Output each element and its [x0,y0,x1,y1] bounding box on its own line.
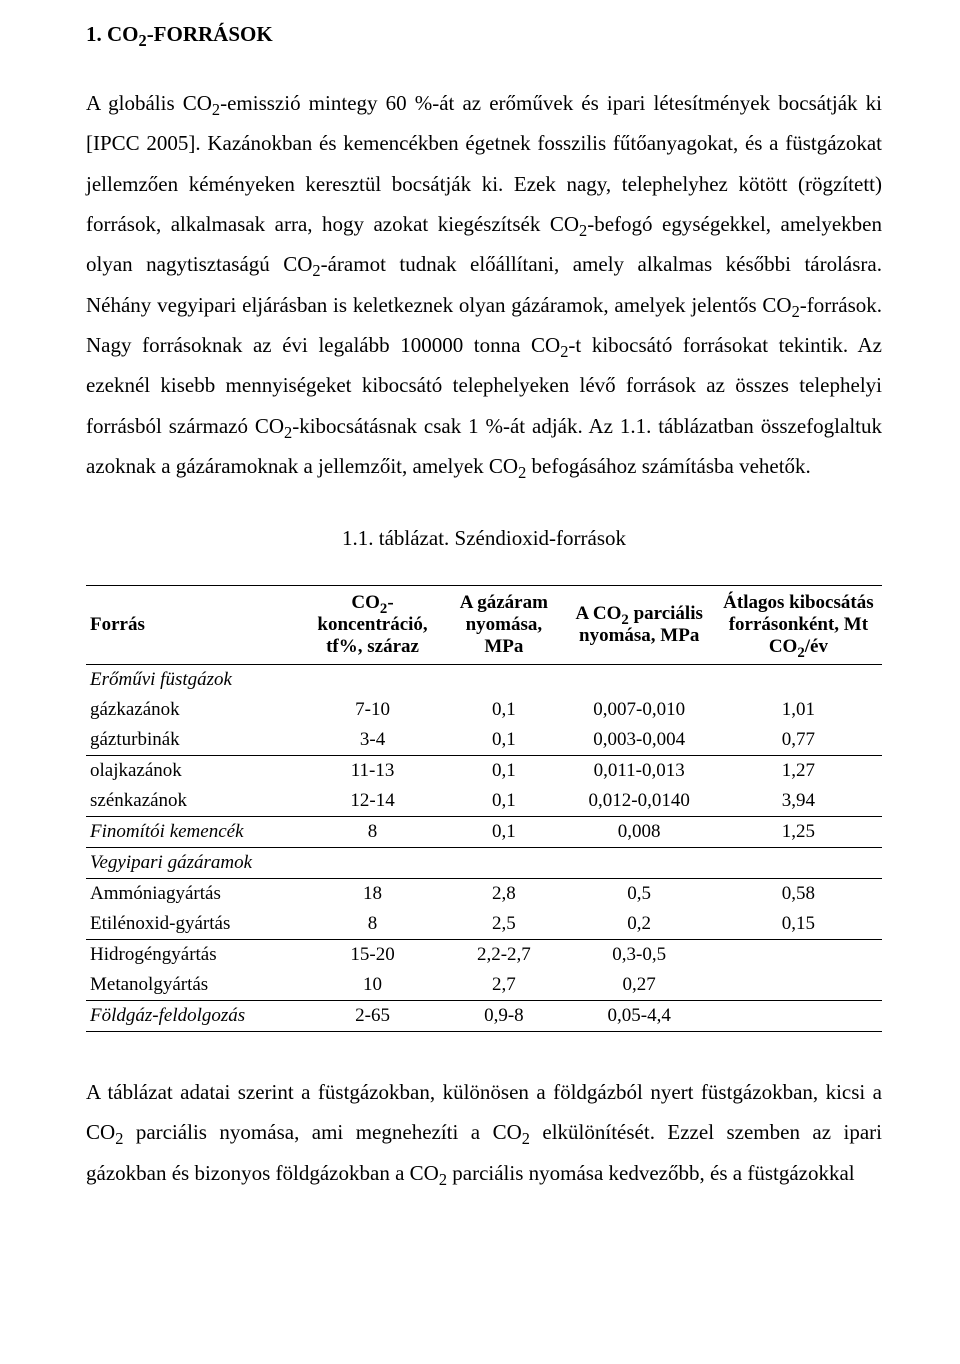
table-body: Erőművi füstgázok gázkazánok 7-10 0,1 0,… [86,665,882,1032]
cell-c4: 3,94 [715,786,882,817]
cell-label: Metanolgyártás [86,970,301,1001]
main-paragraph: A globális CO2-emisszió mintegy 60 %-át … [86,83,882,486]
cell-c1: 11-13 [301,756,444,787]
section-label: Erőművi füstgázok [86,665,882,696]
cell-label: Hidrogéngyártás [86,940,301,971]
cell-c3: 0,27 [564,970,715,1001]
cell-c4 [715,970,882,1001]
cell-c2: 0,1 [444,756,563,787]
table-row: Hidrogéngyártás 15-20 2,2-2,7 0,3-0,5 [86,940,882,971]
section-label: Földgáz-feldolgozás [86,1001,301,1032]
table-row: Metanolgyártás 10 2,7 0,27 [86,970,882,1001]
th-concentration: CO2-koncentráció, tf%, száraz [301,586,444,665]
cell-c2: 2,7 [444,970,563,1001]
cell-c2: 2,2-2,7 [444,940,563,971]
cell-c2: 0,1 [444,695,563,725]
table-row: Ammóniagyártás 18 2,8 0,5 0,58 [86,879,882,910]
cell-c4: 0,15 [715,909,882,940]
table-header-row: Forrás CO2-koncentráció, tf%, száraz A g… [86,586,882,665]
cell-c2: 0,1 [444,725,563,756]
cell-c4: 1,27 [715,756,882,787]
cell-c2: 0,1 [444,817,563,848]
cell-c3: 0,008 [564,817,715,848]
co2-sources-table: Forrás CO2-koncentráció, tf%, száraz A g… [86,585,882,1032]
table-row: szénkazánok 12-14 0,1 0,012-0,0140 3,94 [86,786,882,817]
th-partial-pressure: A CO2 parciális nyomása, MPa [564,586,715,665]
cell-c1: 2-65 [301,1001,444,1032]
cell-c3: 0,003-0,004 [564,725,715,756]
section-label: Finomítói kemencék [86,817,301,848]
cell-c3: 0,05-4,4 [564,1001,715,1032]
cell-c4: 1,25 [715,817,882,848]
page-container: 1. CO2-FORRÁSOK A globális CO2-emisszió … [0,0,960,1213]
table-caption: 1.1. táblázat. Széndioxid-források [86,526,882,551]
cell-c3: 0,3-0,5 [564,940,715,971]
cell-label: olajkazánok [86,756,301,787]
cell-c4: 0,58 [715,879,882,910]
table-row: Földgáz-feldolgozás 2-65 0,9-8 0,05-4,4 [86,1001,882,1032]
cell-c1: 8 [301,817,444,848]
cell-c1: 10 [301,970,444,1001]
cell-c1: 7-10 [301,695,444,725]
th-pressure: A gázáram nyomása, MPa [444,586,563,665]
cell-c1: 3-4 [301,725,444,756]
section-heading: 1. CO2-FORRÁSOK [86,22,882,47]
table-row: Etilénoxid-gyártás 8 2,5 0,2 0,15 [86,909,882,940]
table-row: gázkazánok 7-10 0,1 0,007-0,010 1,01 [86,695,882,725]
cell-label: Etilénoxid-gyártás [86,909,301,940]
cell-c1: 18 [301,879,444,910]
cell-label: gázturbinák [86,725,301,756]
cell-c3: 0,007-0,010 [564,695,715,725]
cell-c2: 2,8 [444,879,563,910]
cell-label: szénkazánok [86,786,301,817]
cell-label: gázkazánok [86,695,301,725]
cell-c4 [715,940,882,971]
cell-c2: 0,9-8 [444,1001,563,1032]
cell-label: Ammóniagyártás [86,879,301,910]
section-label: Vegyipari gázáramok [86,848,882,879]
cell-c1: 8 [301,909,444,940]
after-table-paragraph: A táblázat adatai szerint a füstgázokban… [86,1072,882,1193]
cell-c2: 0,1 [444,786,563,817]
cell-c3: 0,011-0,013 [564,756,715,787]
table-row: olajkazánok 11-13 0,1 0,011-0,013 1,27 [86,756,882,787]
cell-c1: 15-20 [301,940,444,971]
cell-c4: 1,01 [715,695,882,725]
table-row: gázturbinák 3-4 0,1 0,003-0,004 0,77 [86,725,882,756]
cell-c3: 0,5 [564,879,715,910]
cell-c3: 0,012-0,0140 [564,786,715,817]
cell-c3: 0,2 [564,909,715,940]
section-header-row: Erőművi füstgázok [86,665,882,696]
cell-c4: 0,77 [715,725,882,756]
cell-c1: 12-14 [301,786,444,817]
th-source: Forrás [86,586,301,665]
section-header-row: Vegyipari gázáramok [86,848,882,879]
cell-c2: 2,5 [444,909,563,940]
table-row: Finomítói kemencék 8 0,1 0,008 1,25 [86,817,882,848]
th-emission: Átlagos kibocsátás forrásonként, Mt CO2/… [715,586,882,665]
cell-c4 [715,1001,882,1032]
